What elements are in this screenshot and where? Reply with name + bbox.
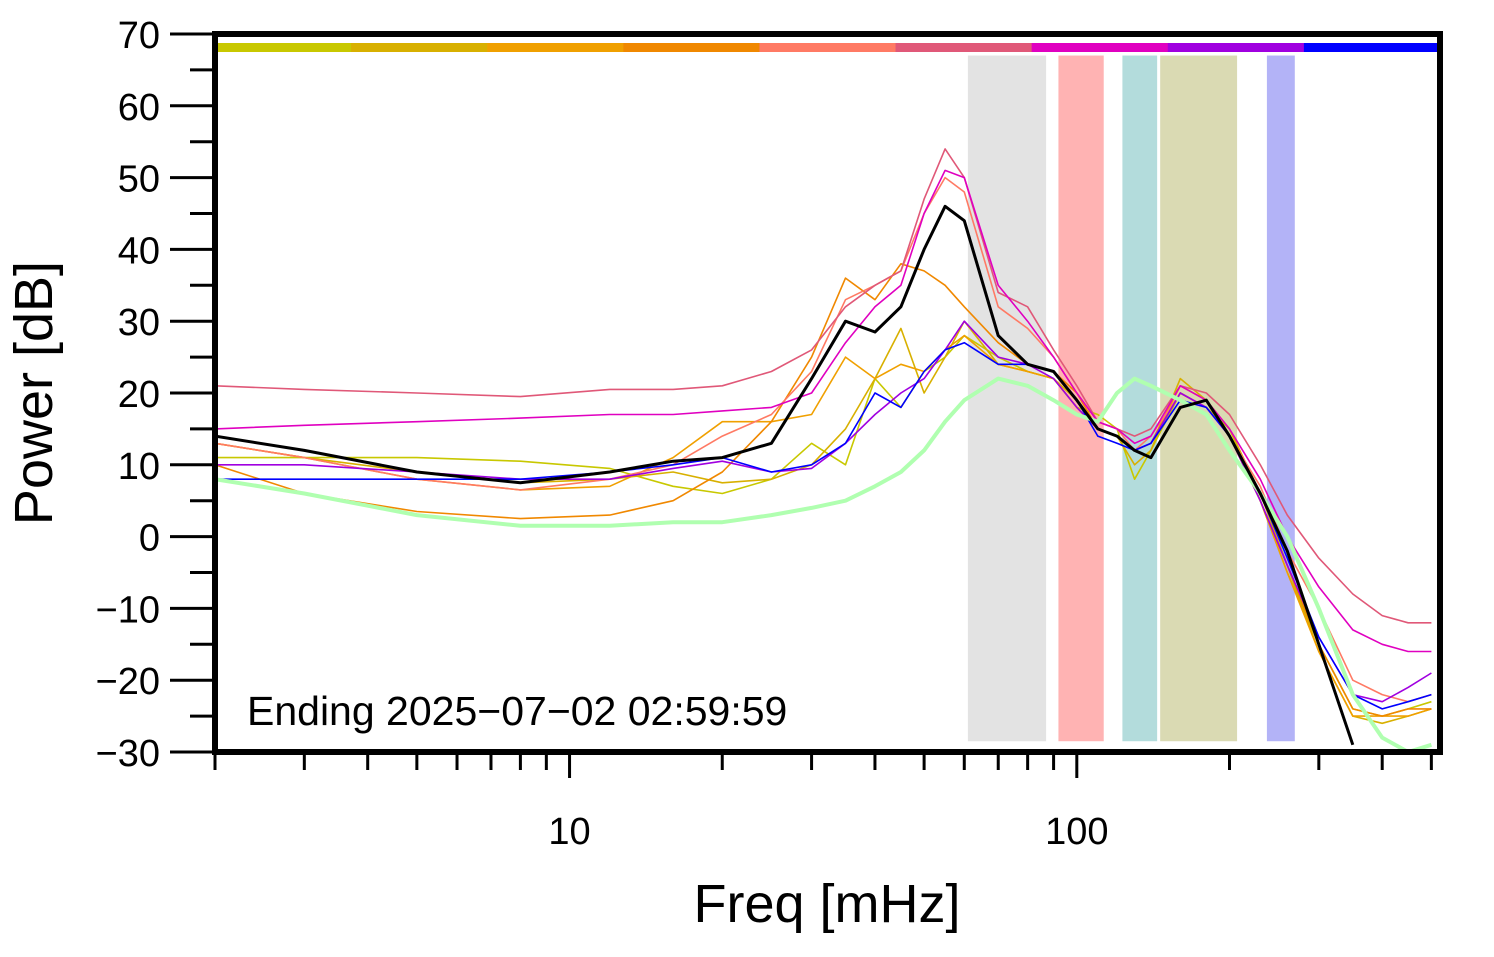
series-line (215, 176, 1432, 703)
x-tick-label: 100 (1045, 811, 1108, 853)
color-strip (623, 43, 760, 52)
y-tick-label: 70 (118, 15, 160, 57)
band (967, 55, 1047, 742)
y-axis-label: Power [dB] (4, 261, 64, 525)
band (1266, 55, 1295, 742)
color-strip (759, 43, 897, 52)
series-line (215, 263, 1432, 717)
series-line (215, 204, 1355, 746)
y-tick-label: 50 (118, 159, 160, 201)
color-strip (351, 43, 488, 52)
y-tick-label: −20 (96, 661, 160, 703)
series-line (215, 334, 1432, 717)
y-tick-label: −10 (96, 589, 160, 631)
y-tick-label: 60 (118, 87, 160, 129)
series-line (215, 376, 1432, 752)
series-line (215, 169, 1432, 653)
y-tick-label: 30 (118, 302, 160, 344)
y-tick-label: 0 (139, 518, 160, 560)
color-strip (1167, 43, 1305, 52)
y-tick-label: 10 (118, 446, 160, 488)
x-axis-label: Freq [mHz] (693, 874, 960, 934)
lines (215, 148, 1432, 752)
y-tick-label: 20 (118, 374, 160, 416)
y-tick-label: −30 (96, 733, 160, 775)
series-line (215, 341, 1432, 710)
x-tick-label: 10 (548, 811, 590, 853)
color-strip (487, 43, 624, 52)
color-strip (1303, 43, 1441, 52)
series-line (215, 148, 1432, 624)
color-strip (215, 43, 352, 52)
color-strip (1031, 43, 1169, 52)
color-strip (895, 43, 1033, 52)
annotation: Ending 2025−07−02 02:59:59 (247, 688, 787, 734)
series-line (215, 320, 1432, 725)
band (1122, 55, 1158, 742)
y-tick-label: 40 (118, 230, 160, 272)
